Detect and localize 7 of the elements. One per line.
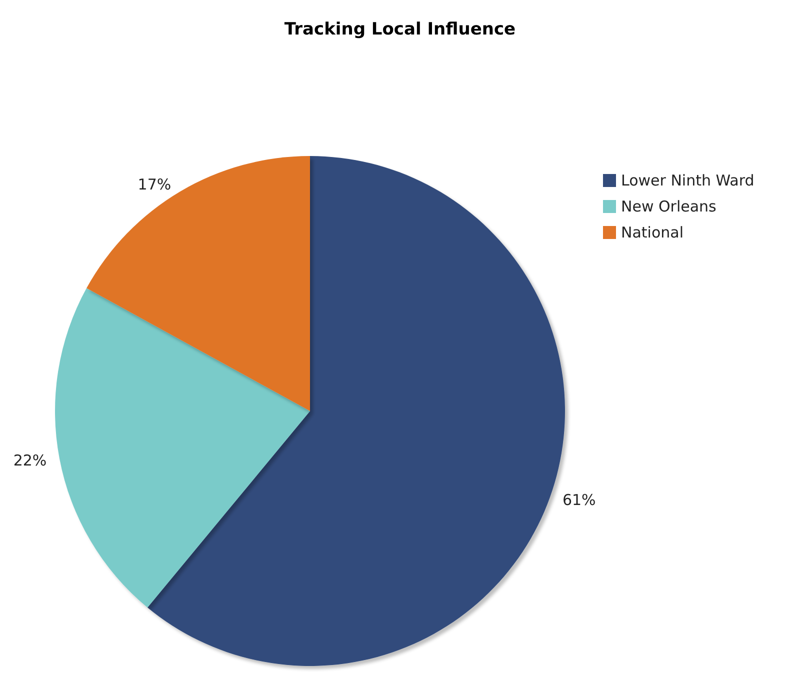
legend-label: Lower Ninth Ward bbox=[621, 172, 754, 190]
data-label: 61% bbox=[562, 491, 596, 510]
data-label: 17% bbox=[138, 176, 172, 194]
chart-title: Tracking Local Influence bbox=[284, 20, 516, 40]
legend-label: New Orleans bbox=[621, 198, 717, 216]
data-label: 22% bbox=[13, 451, 47, 470]
legend-label: National bbox=[621, 224, 684, 242]
